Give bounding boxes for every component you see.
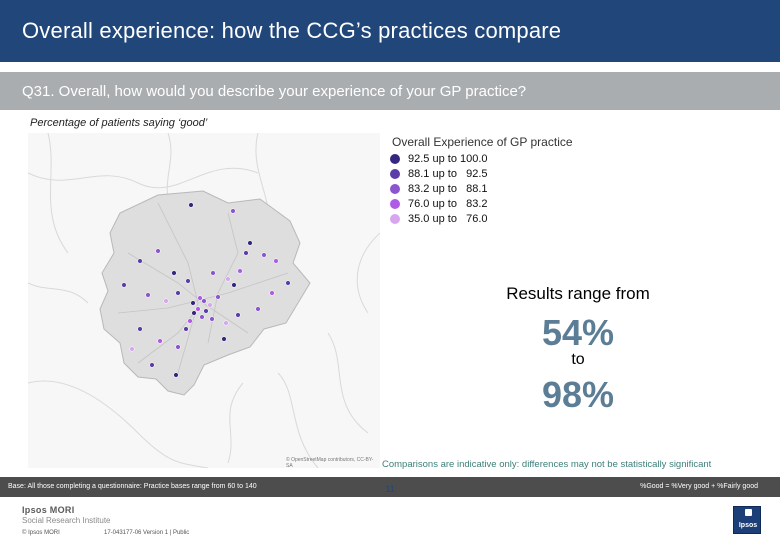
results-high-value: 98% [541, 374, 615, 415]
legend-item: 76.0 up to 83.2 [390, 198, 580, 211]
legend-label: 83.2 up to 88.1 [408, 183, 488, 195]
ipsos-mori-logo: Ipsos MORI [22, 505, 75, 515]
legend-label: 35.0 up to 76.0 [408, 213, 488, 225]
map-credit: © OpenStreetMap contributors, CC-BY-SA [286, 457, 374, 468]
legend-swatch [390, 169, 400, 179]
results-to-label: to [571, 351, 585, 368]
results-low-value: 54% [541, 312, 615, 353]
legend-item: 92.5 up to 100.0 [390, 153, 580, 166]
legend-item: 88.1 up to 92.5 [390, 168, 580, 181]
page-title: Overall experience: how the CCG’s practi… [22, 18, 562, 43]
legend-swatch [390, 199, 400, 209]
question-text: Q31. Overall, how would you describe you… [22, 83, 527, 100]
badge-text: Ipsos [738, 522, 758, 529]
sri-logo-text: Social Research Institute [22, 516, 111, 525]
legend-swatch [390, 154, 400, 164]
copyright: © Ipsos MORI [22, 530, 60, 536]
badge-square [745, 509, 752, 516]
map-subtitle: Percentage of patients saying ‘good’ [30, 117, 208, 129]
legend-item: 83.2 up to 88.1 [390, 183, 580, 196]
map-legend: Overall Experience of GP practice 92.5 u… [382, 133, 582, 233]
results-range-label: Results range from [506, 284, 650, 303]
legend-label: 88.1 up to 92.5 [408, 168, 488, 180]
job-reference: 17-043177-06 Version 1 | Public [104, 530, 190, 536]
footer-bar: Base: All those completing a questionnai… [0, 477, 780, 497]
question-bar: Q31. Overall, how would you describe you… [0, 72, 780, 110]
page-number: 11 [385, 484, 395, 494]
legend-swatch [390, 214, 400, 224]
good-definition: %Good = %Very good + %Fairly good [640, 483, 758, 490]
title-divider [0, 62, 780, 66]
title-bar: Overall experience: how the CCG’s practi… [0, 0, 780, 62]
legend-item: 35.0 up to 76.0 [390, 213, 580, 226]
base-note: Base: All those completing a questionnai… [8, 483, 257, 490]
map-graphic [28, 133, 380, 468]
legend-label: 76.0 up to 83.2 [408, 198, 488, 210]
ipsos-badge-icon: Ipsos [733, 506, 761, 534]
legend-swatch [390, 184, 400, 194]
legend-title: Overall Experience of GP practice [392, 135, 573, 149]
comparison-caveat: Comparisons are indicative only: differe… [382, 459, 712, 470]
practice-map: © OpenStreetMap contributors, CC-BY-SA [28, 133, 380, 468]
legend-label: 92.5 up to 100.0 [408, 153, 488, 165]
